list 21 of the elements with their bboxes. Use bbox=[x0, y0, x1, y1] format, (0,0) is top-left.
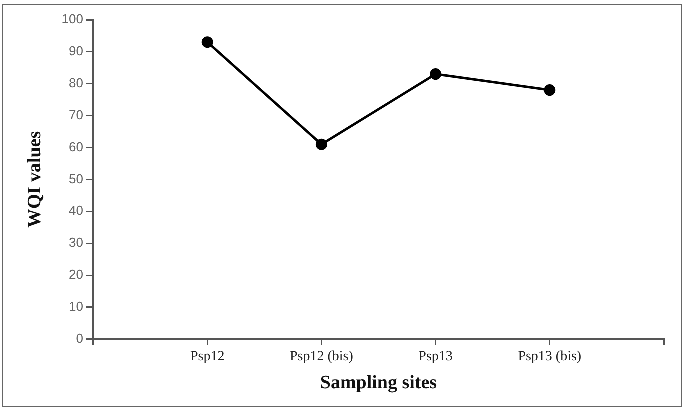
point bbox=[202, 36, 214, 48]
y-tick-label: 0 bbox=[76, 330, 84, 346]
x-tick-label: Psp12 (bis) bbox=[290, 349, 354, 364]
point bbox=[430, 68, 442, 80]
y-tick-label: 100 bbox=[62, 12, 84, 27]
y-tick-label: 30 bbox=[69, 235, 84, 250]
y-tick-label: 80 bbox=[69, 75, 84, 90]
point bbox=[316, 138, 328, 150]
y-tick-label: 40 bbox=[69, 203, 84, 218]
x-tick-label: Psp13 bbox=[418, 349, 453, 364]
y-tick-label: 20 bbox=[69, 267, 84, 282]
y-tick-label: 10 bbox=[69, 299, 84, 314]
x-tick-label: Psp13 (bis) bbox=[518, 349, 582, 364]
y-axis-title: WQI values bbox=[24, 131, 46, 228]
y-tick-label: 60 bbox=[69, 139, 84, 154]
y-tick-label: 50 bbox=[69, 171, 84, 186]
y-tick-label: 70 bbox=[69, 107, 84, 122]
x-tick-label: Psp12 bbox=[190, 349, 225, 364]
x-axis-title: Sampling sites bbox=[320, 372, 438, 394]
point bbox=[544, 84, 556, 96]
y-tick-label: 90 bbox=[69, 44, 84, 59]
